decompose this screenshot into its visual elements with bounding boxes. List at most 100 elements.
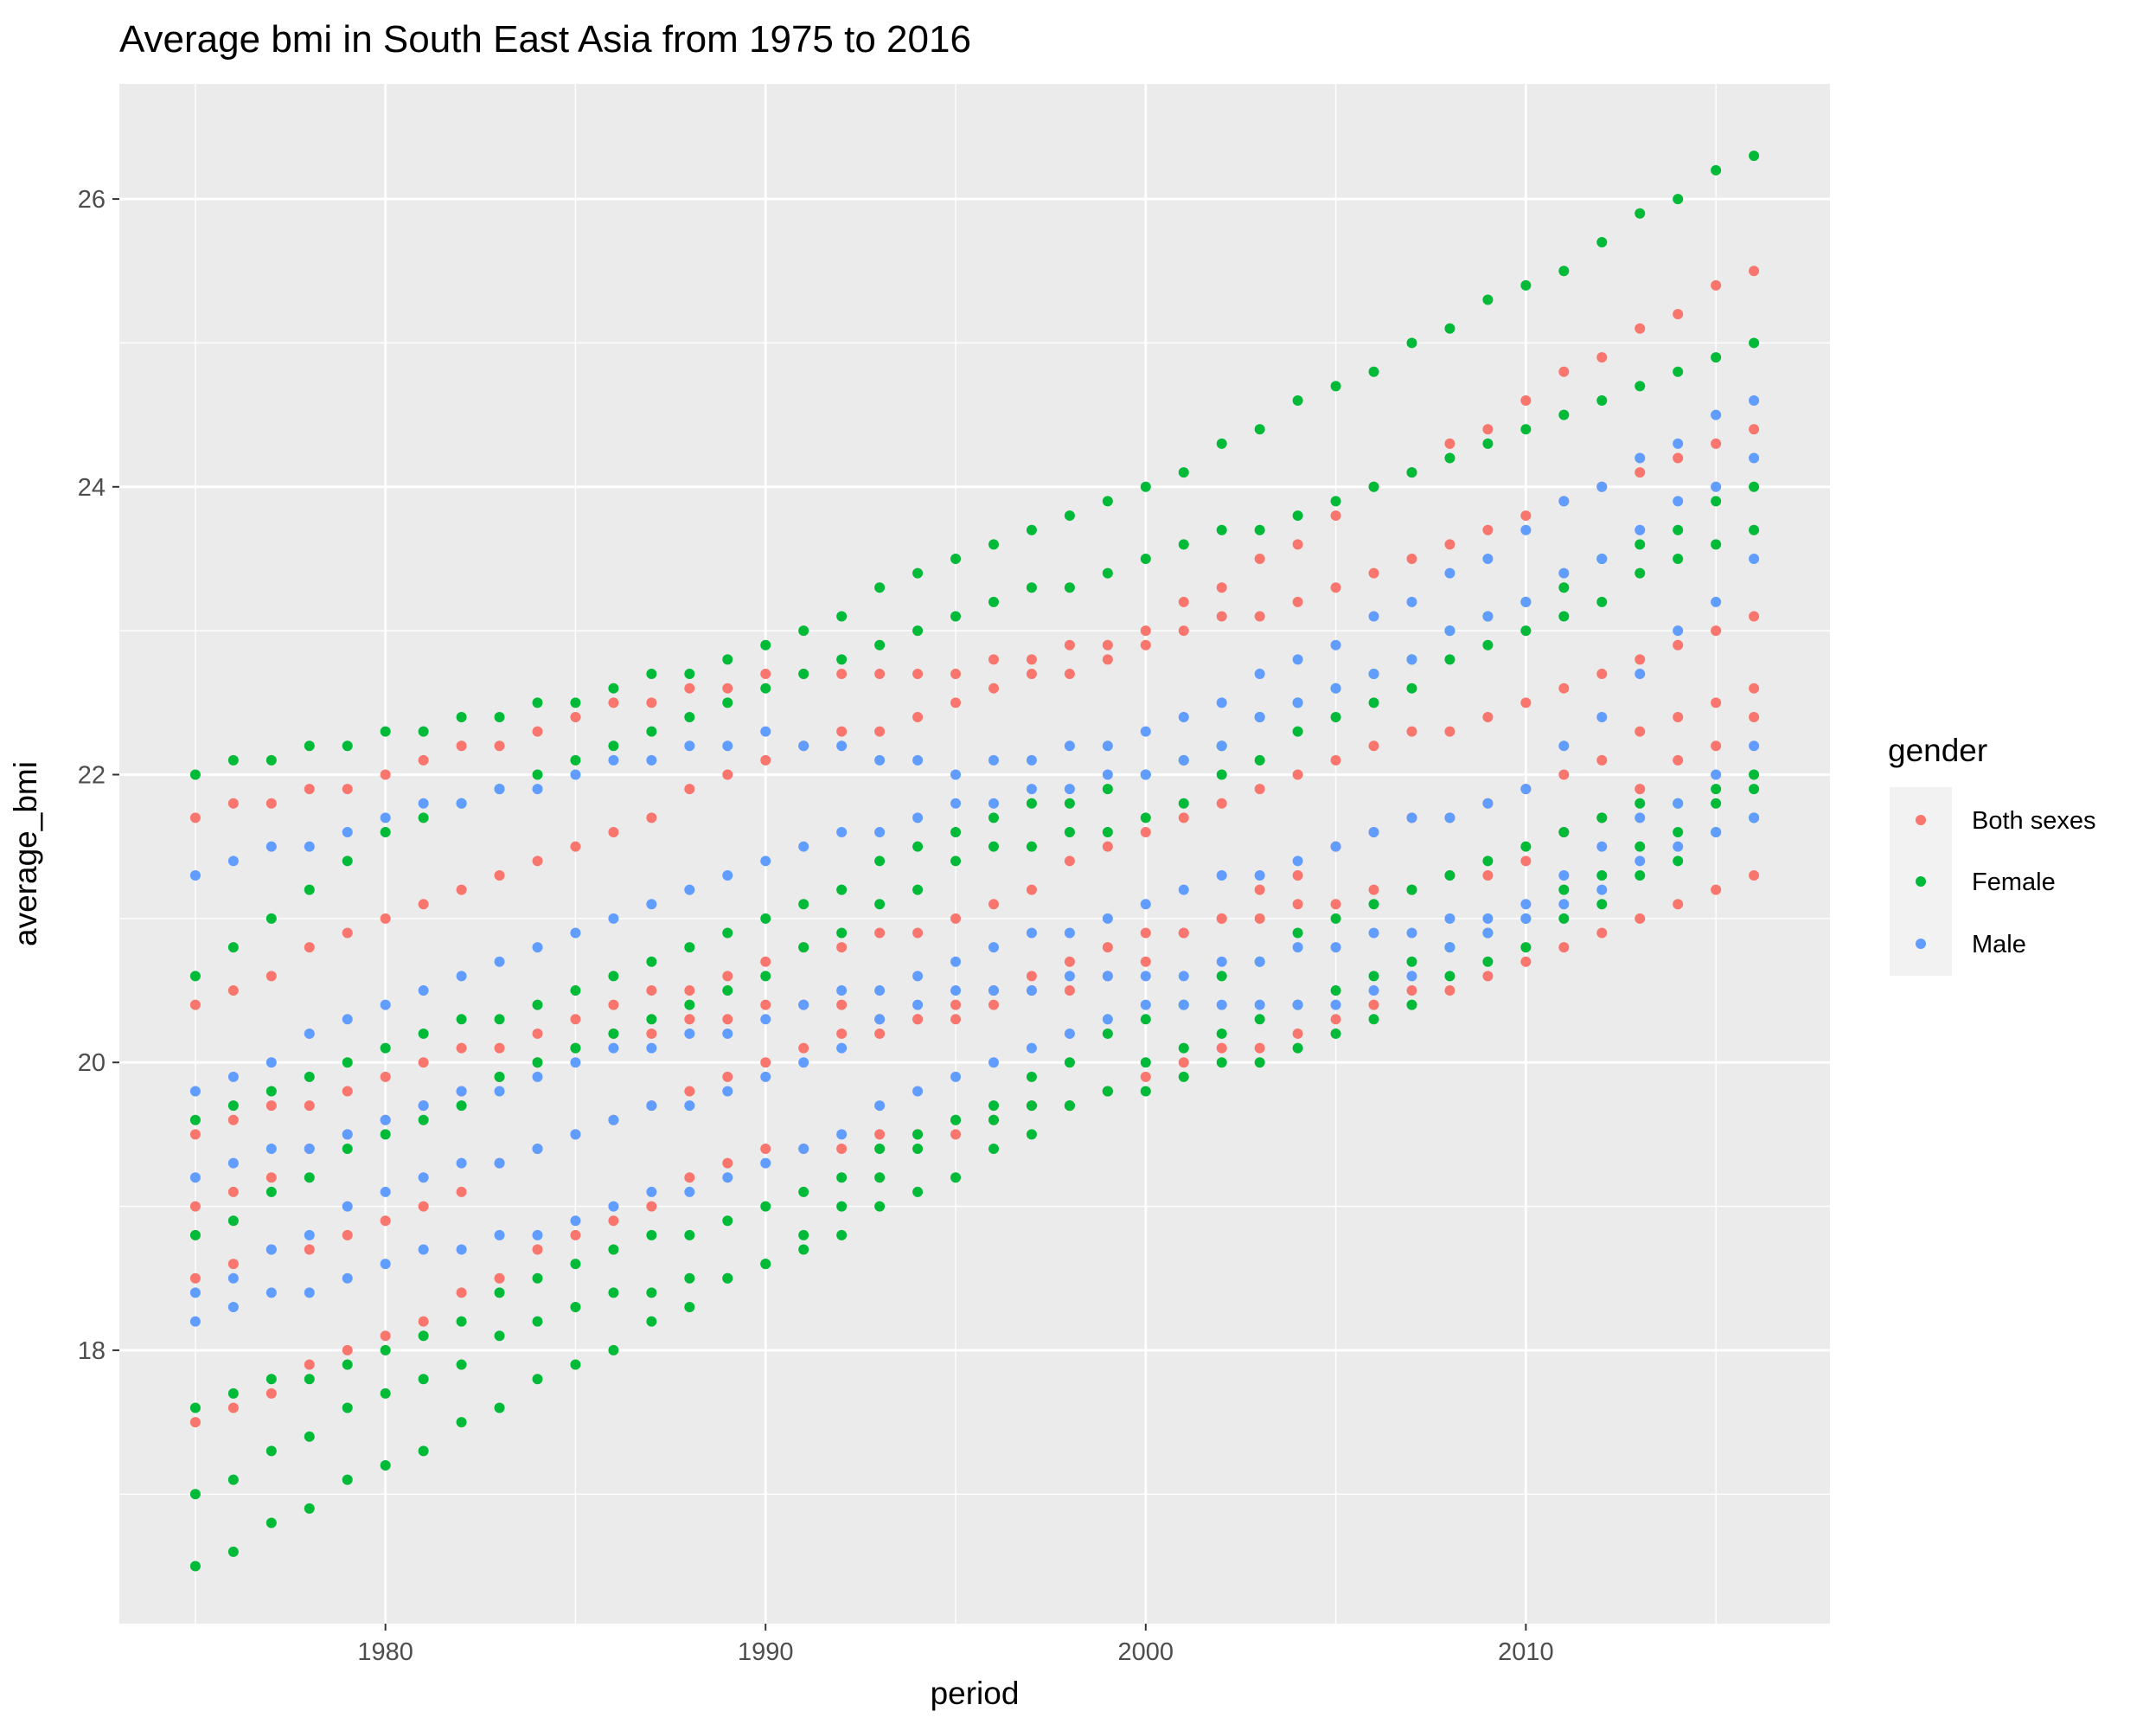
- data-point-male: [227, 1272, 239, 1284]
- data-point-both-sexes: [950, 1014, 962, 1025]
- data-point-female: [1558, 266, 1570, 277]
- data-point-male: [1102, 913, 1113, 924]
- data-point-male: [380, 812, 391, 824]
- data-point-male: [418, 985, 429, 997]
- data-point-both-sexes: [227, 1114, 239, 1125]
- data-point-female: [304, 1071, 315, 1082]
- data-point-female: [988, 812, 999, 824]
- data-point-male: [1254, 869, 1265, 881]
- data-point-male: [1140, 971, 1151, 982]
- data-point-both-sexes: [1635, 323, 1646, 334]
- data-point-male: [1140, 899, 1151, 910]
- data-point-both-sexes: [722, 1157, 733, 1169]
- data-point-male: [1292, 654, 1303, 665]
- data-point-male: [1711, 409, 1722, 420]
- data-point-female: [912, 625, 924, 637]
- data-point-female: [1444, 323, 1455, 334]
- data-point-male: [1673, 438, 1684, 449]
- data-point-male: [304, 841, 315, 852]
- data-point-female: [950, 553, 962, 564]
- data-point-female: [1406, 467, 1417, 478]
- data-point-female: [1368, 366, 1379, 377]
- data-point-female: [1216, 438, 1227, 449]
- data-point-male: [1254, 956, 1265, 967]
- data-point-male: [684, 1100, 695, 1112]
- data-point-female: [950, 856, 962, 867]
- data-point-both-sexes: [266, 971, 277, 982]
- data-point-male: [494, 784, 505, 795]
- data-point-both-sexes: [1102, 639, 1113, 651]
- chart-title: Average bmi in South East Asia from 1975…: [119, 18, 971, 61]
- data-point-female: [1520, 424, 1532, 435]
- data-point-male: [912, 1086, 924, 1097]
- data-point-both-sexes: [1635, 913, 1646, 924]
- data-point-female: [798, 1244, 809, 1255]
- data-point-female: [1140, 481, 1151, 492]
- data-point-both-sexes: [1406, 985, 1417, 997]
- data-point-both-sexes: [1558, 683, 1570, 694]
- data-point-both-sexes: [988, 683, 999, 694]
- data-point-male: [1635, 524, 1646, 535]
- data-point-both-sexes: [1368, 567, 1379, 579]
- data-point-female: [456, 711, 467, 722]
- data-point-female: [912, 567, 924, 579]
- data-point-both-sexes: [988, 899, 999, 910]
- data-point-female: [760, 1259, 771, 1270]
- data-point-both-sexes: [1254, 913, 1265, 924]
- data-point-male: [227, 1302, 239, 1313]
- data-point-female: [304, 1503, 315, 1514]
- data-point-male: [760, 856, 771, 867]
- data-point-male: [227, 1157, 239, 1169]
- data-point-both-sexes: [1673, 639, 1684, 651]
- data-point-male: [227, 856, 239, 867]
- data-point-both-sexes: [1064, 639, 1075, 651]
- data-point-male: [532, 1229, 543, 1240]
- data-point-male: [1368, 669, 1379, 680]
- data-points: [189, 151, 1760, 1572]
- data-point-male: [456, 1157, 467, 1169]
- data-point-both-sexes: [1292, 1028, 1303, 1039]
- data-point-female: [1254, 424, 1265, 435]
- data-point-female: [342, 1359, 353, 1370]
- data-point-male: [1444, 567, 1455, 579]
- data-point-both-sexes: [988, 999, 999, 1010]
- data-point-both-sexes: [570, 1229, 581, 1240]
- data-point-male: [722, 740, 733, 752]
- data-point-both-sexes: [1026, 971, 1037, 982]
- data-point-female: [1140, 812, 1151, 824]
- data-point-male: [1102, 1014, 1113, 1025]
- data-point-male: [646, 1100, 657, 1112]
- data-point-male: [608, 754, 619, 766]
- data-point-both-sexes: [418, 899, 429, 910]
- data-point-male: [266, 1244, 277, 1255]
- data-point-both-sexes: [189, 1129, 201, 1140]
- data-point-female: [1406, 956, 1417, 967]
- data-point-both-sexes: [1444, 539, 1455, 550]
- data-point-male: [1444, 942, 1455, 953]
- data-point-male: [1216, 697, 1227, 708]
- data-point-male: [722, 1028, 733, 1039]
- data-point-male: [836, 1129, 848, 1140]
- data-point-male: [1596, 553, 1608, 564]
- data-point-female: [1444, 654, 1455, 665]
- data-point-male: [1482, 611, 1494, 622]
- data-point-female: [494, 1402, 505, 1413]
- data-point-both-sexes: [266, 1172, 277, 1183]
- data-point-female: [608, 1244, 619, 1255]
- data-point-female: [1140, 1086, 1151, 1097]
- data-point-male: [646, 1042, 657, 1054]
- data-point-both-sexes: [874, 1028, 886, 1039]
- data-point-both-sexes: [1749, 611, 1760, 622]
- data-point-both-sexes: [1292, 769, 1303, 780]
- data-point-male: [608, 1201, 619, 1212]
- data-point-female: [722, 927, 733, 939]
- data-point-female: [1102, 827, 1113, 838]
- data-point-both-sexes: [684, 1014, 695, 1025]
- data-point-both-sexes: [1254, 553, 1265, 564]
- data-point-male: [760, 1014, 771, 1025]
- data-point-both-sexes: [1482, 711, 1494, 722]
- data-point-both-sexes: [1635, 654, 1646, 665]
- data-point-female: [532, 697, 543, 708]
- data-point-both-sexes: [1520, 856, 1532, 867]
- data-point-male: [189, 1287, 201, 1298]
